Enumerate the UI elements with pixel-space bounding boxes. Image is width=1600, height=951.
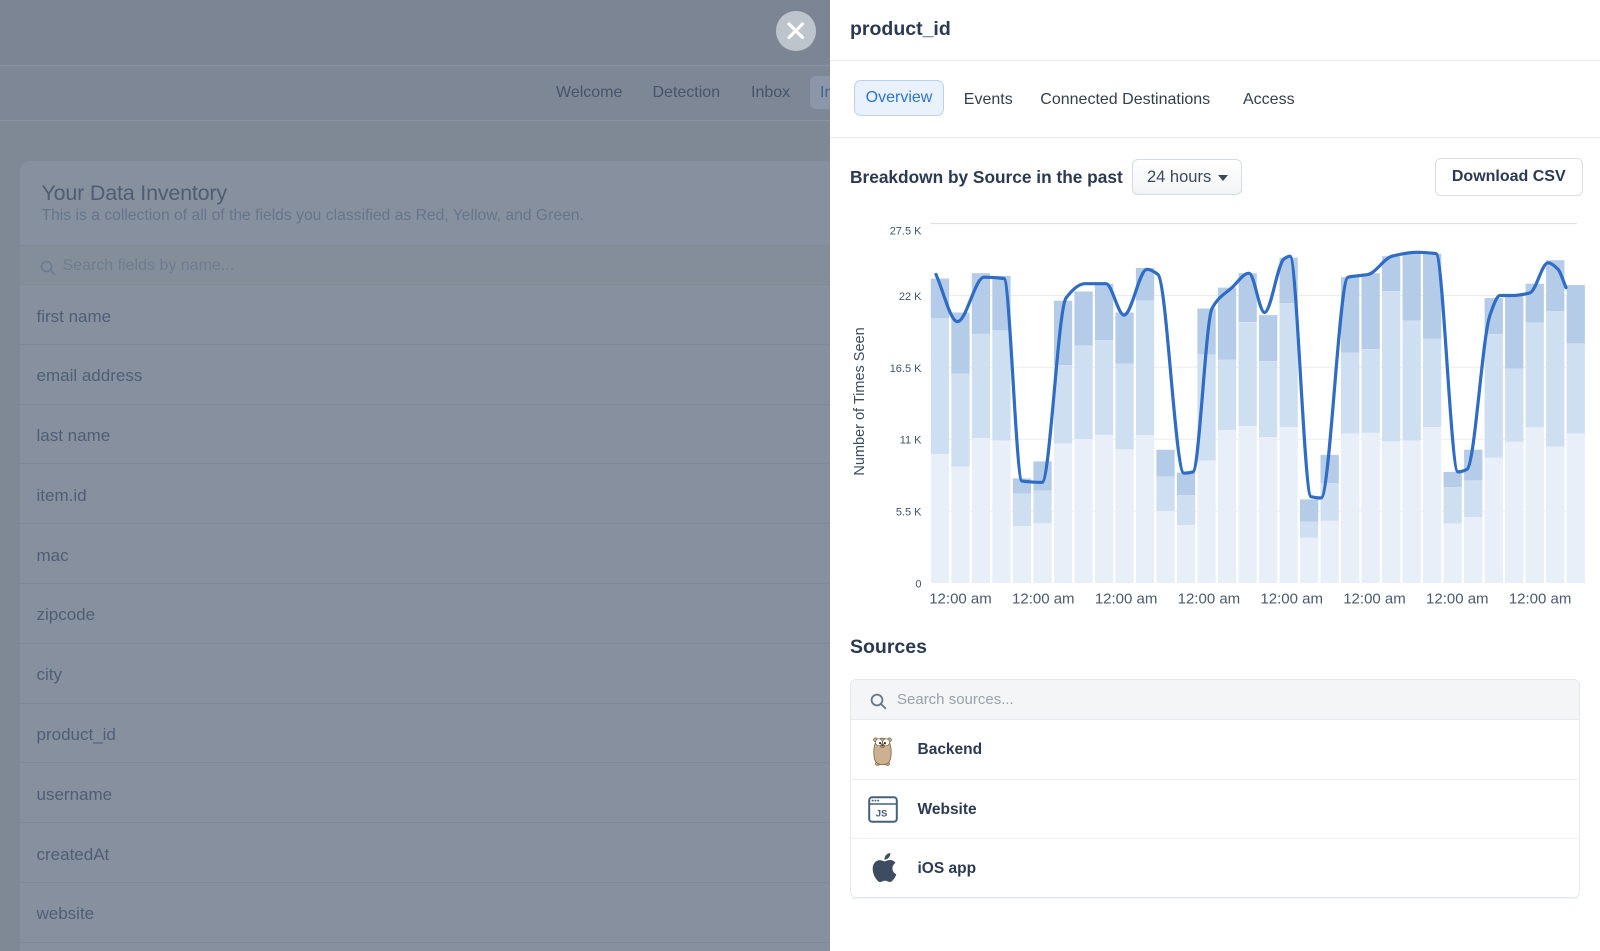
svg-text:12:00 am: 12:00 am: [1095, 591, 1158, 608]
svg-text:0: 0: [915, 579, 921, 591]
svg-text:12:00 am: 12:00 am: [1343, 591, 1406, 608]
svg-text:12:00 am: 12:00 am: [1178, 591, 1241, 608]
svg-text:27.5 K: 27.5 K: [890, 226, 922, 238]
svg-text:12:00 am: 12:00 am: [1260, 591, 1323, 608]
svg-text:12:00 am: 12:00 am: [929, 591, 992, 608]
svg-text:12:00 am: 12:00 am: [1509, 591, 1572, 608]
svg-text:16.5 K: 16.5 K: [890, 363, 922, 375]
svg-text:12:00 am: 12:00 am: [1012, 591, 1075, 608]
svg-text:12:00 am: 12:00 am: [1426, 591, 1489, 608]
svg-text:JS: JS: [875, 808, 887, 819]
svg-text:11 K: 11 K: [900, 435, 922, 447]
svg-text:5.5 K: 5.5 K: [896, 507, 922, 519]
svg-text:Number of Times Seen: Number of Times Seen: [852, 327, 868, 475]
svg-text:22 K: 22 K: [899, 291, 922, 303]
